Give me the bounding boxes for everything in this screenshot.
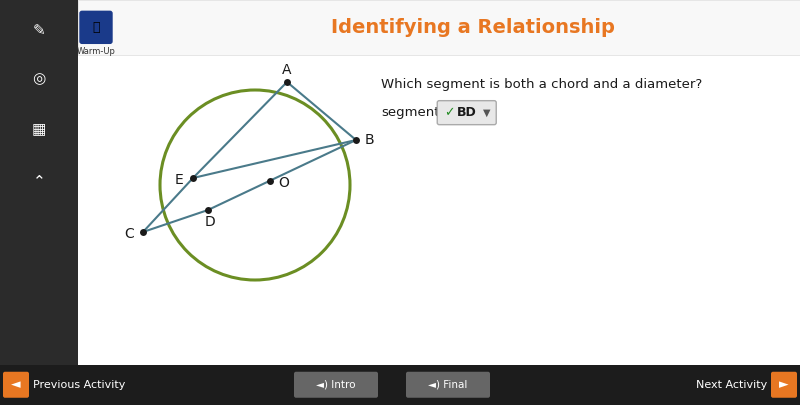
Text: Previous Activity: Previous Activity xyxy=(33,380,126,390)
Bar xyxy=(0,0,78,405)
Text: BD: BD xyxy=(458,106,477,119)
Text: 🔥: 🔥 xyxy=(92,21,100,34)
Text: E: E xyxy=(174,173,183,187)
Text: segment: segment xyxy=(382,106,440,119)
Bar xyxy=(78,0,800,55)
FancyBboxPatch shape xyxy=(406,372,490,398)
Text: ✓: ✓ xyxy=(444,106,454,119)
Text: ◄) Final: ◄) Final xyxy=(428,380,468,390)
Text: ⌃: ⌃ xyxy=(33,173,46,188)
Text: ◄) Intro: ◄) Intro xyxy=(316,380,356,390)
Text: Next Activity: Next Activity xyxy=(696,380,767,390)
FancyBboxPatch shape xyxy=(438,101,496,125)
Text: ◄: ◄ xyxy=(11,378,21,391)
Text: Warm-Up: Warm-Up xyxy=(77,47,115,56)
FancyBboxPatch shape xyxy=(80,11,112,43)
Bar xyxy=(78,55,800,364)
Text: B: B xyxy=(364,133,374,147)
Text: C: C xyxy=(124,227,134,241)
Text: ▦: ▦ xyxy=(32,122,46,137)
Text: Which segment is both a chord and a diameter?: Which segment is both a chord and a diam… xyxy=(382,78,702,91)
Text: Identifying a Relationship: Identifying a Relationship xyxy=(330,18,614,37)
Text: ▼: ▼ xyxy=(482,108,490,118)
Text: ►: ► xyxy=(779,378,789,391)
Text: A: A xyxy=(282,63,292,77)
FancyBboxPatch shape xyxy=(3,372,29,398)
Text: D: D xyxy=(205,215,215,229)
FancyBboxPatch shape xyxy=(294,372,378,398)
Text: O: O xyxy=(278,176,290,190)
Text: ◎: ◎ xyxy=(32,71,46,87)
FancyBboxPatch shape xyxy=(771,372,797,398)
Bar xyxy=(0,364,800,405)
Text: ✎: ✎ xyxy=(33,23,46,38)
